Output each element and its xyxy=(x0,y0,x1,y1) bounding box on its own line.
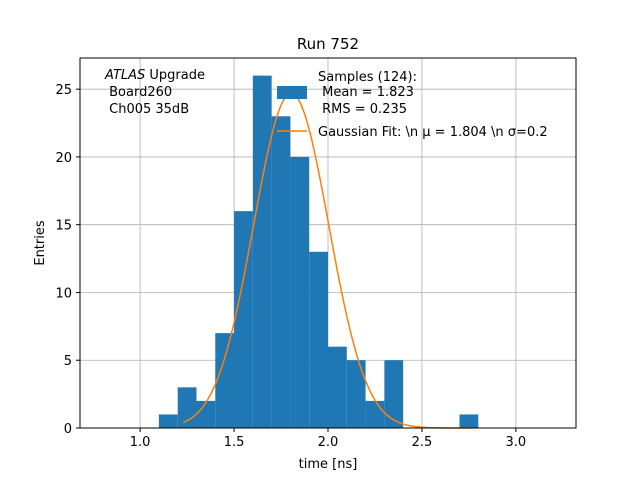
histogram-bar-12 xyxy=(384,360,404,428)
y-tick-label-3: 15 xyxy=(55,219,72,234)
histogram-bar-3 xyxy=(215,333,235,428)
y-tick-label-5: 25 xyxy=(55,83,72,98)
histogram-bar-9 xyxy=(328,346,347,428)
x-tick-label-1: 1.5 xyxy=(224,435,245,450)
x-axis-label: time [ns] xyxy=(299,457,358,472)
histogram-bar-7 xyxy=(290,156,310,428)
y-tick-label-1: 5 xyxy=(64,354,72,369)
annotation-upgrade: Upgrade xyxy=(145,68,205,83)
annotation-line-1: ATLAS Upgrade xyxy=(104,68,205,83)
annotation-line-3: Ch005 35dB xyxy=(105,102,189,117)
atlas-annotation: ATLAS Upgrade Board260 Ch005 35dB xyxy=(104,68,205,117)
histogram-bar-0 xyxy=(158,414,178,428)
y-axis-ticks: 0 5 10 15 20 25 xyxy=(55,83,80,437)
histogram-bar-10 xyxy=(346,360,366,428)
x-axis-ticks: 1.0 1.5 2.0 2.5 3.0 xyxy=(130,428,526,450)
legend-hist-line-1: Samples (124): xyxy=(318,70,417,85)
histogram-bar-4 xyxy=(234,211,253,428)
y-tick-label-4: 20 xyxy=(55,151,72,166)
histogram-bar-2 xyxy=(196,400,216,428)
legend-fit-label: Gaussian Fit: \n μ = 1.804 \n σ=0.2 xyxy=(318,125,548,140)
histogram-bar-6 xyxy=(271,116,291,429)
annotation-atlas: ATLAS xyxy=(104,68,145,83)
x-tick-label-2: 2.0 xyxy=(318,435,339,450)
histogram-bar-5 xyxy=(252,75,272,428)
histogram-bar-1 xyxy=(177,387,197,428)
annotation-line-2: Board260 xyxy=(105,85,172,100)
histogram-bar-11 xyxy=(365,400,385,428)
histogram-bars xyxy=(158,75,479,429)
legend-hist-swatch xyxy=(277,86,307,99)
legend-hist-line-2: Mean = 1.823 xyxy=(318,85,414,100)
x-tick-label-0: 1.0 xyxy=(130,435,151,450)
x-tick-label-3: 2.5 xyxy=(412,435,433,450)
y-tick-label-0: 0 xyxy=(64,422,72,437)
x-tick-label-4: 3.0 xyxy=(506,435,527,450)
legend-hist-line-3: RMS = 0.235 xyxy=(318,102,407,117)
chart-title: Run 752 xyxy=(297,35,359,53)
histogram-bar-8 xyxy=(309,251,328,428)
y-axis-label: Entries xyxy=(33,220,48,266)
y-tick-label-2: 10 xyxy=(55,286,72,301)
histogram-bar-13 xyxy=(459,414,479,428)
gaussian-fit-curve xyxy=(183,92,473,429)
legend: Samples (124): Mean = 1.823 RMS = 0.235 … xyxy=(277,70,548,140)
